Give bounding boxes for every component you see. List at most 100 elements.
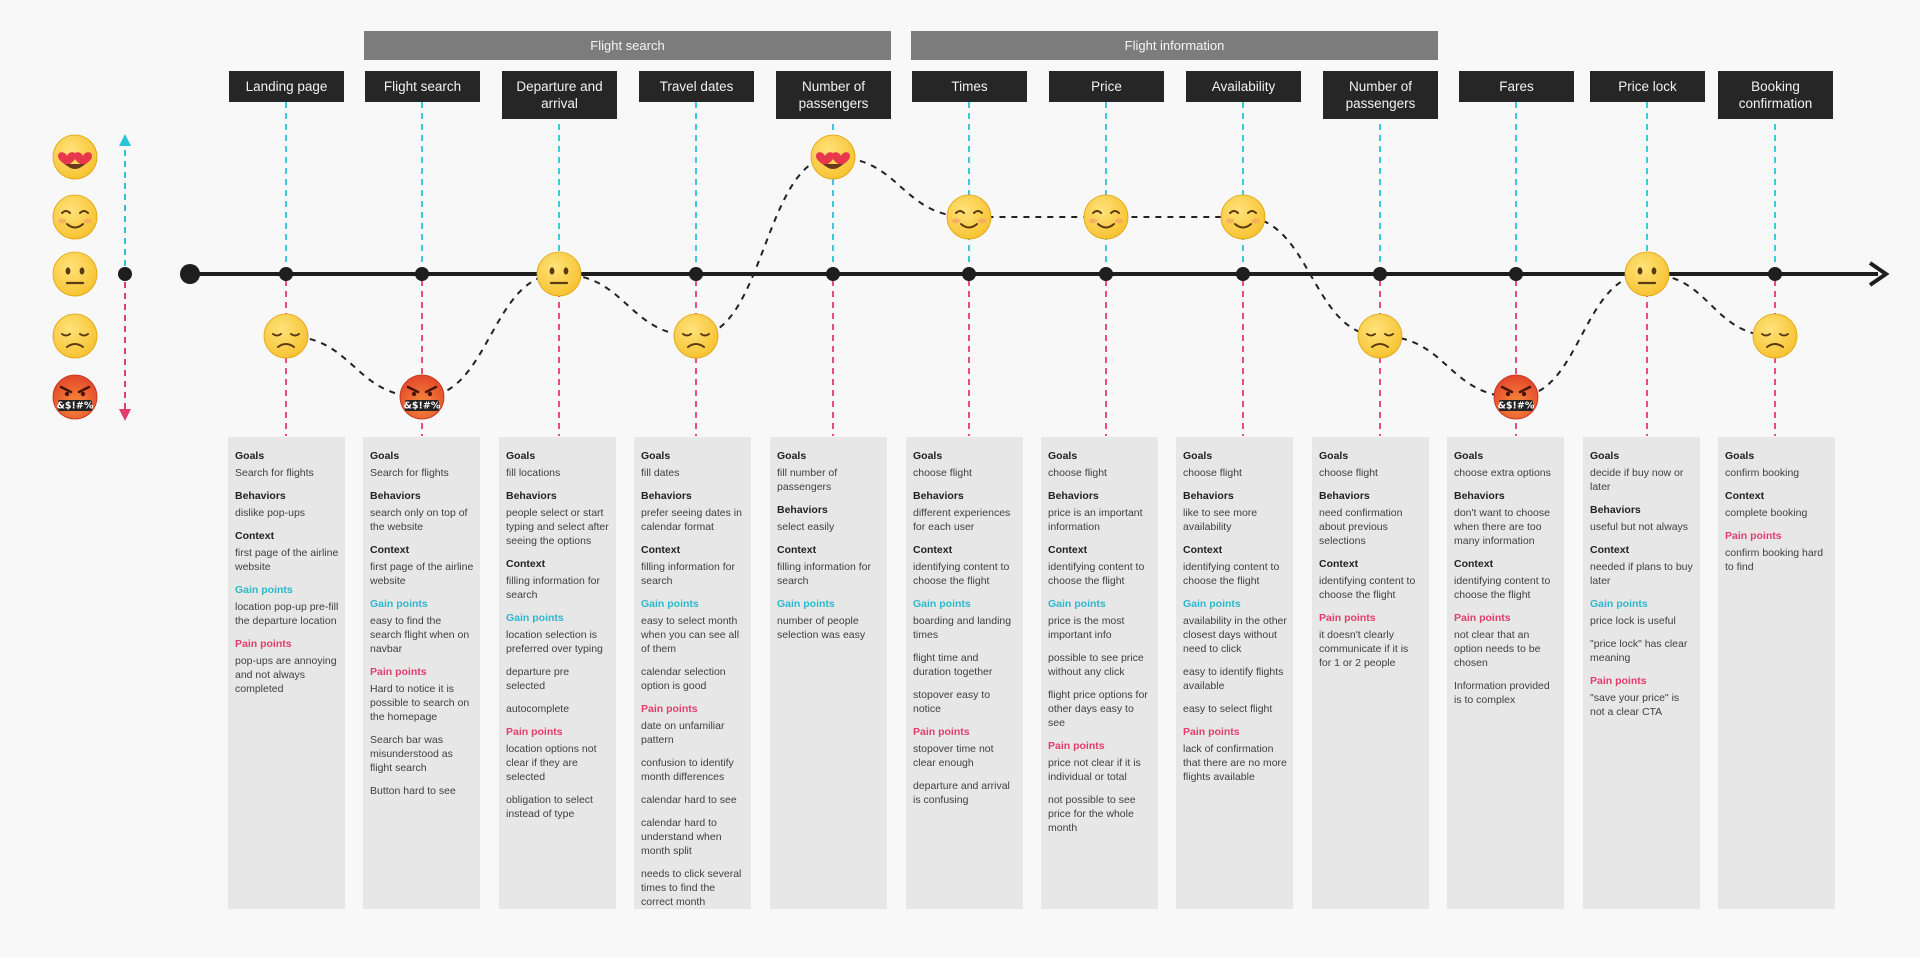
section-item: complete booking (1725, 507, 1808, 519)
timeline-step-dot (962, 267, 976, 281)
section-item: not clear that an option needs to be cho… (1454, 629, 1541, 669)
timeline-step-dot (1768, 267, 1782, 281)
context-section: Context complete booking (1725, 489, 1829, 520)
pain-points-section: Pain points not clear that an option need… (1454, 611, 1558, 707)
section-title: Behaviors (1183, 490, 1234, 502)
section-item: useful but not always (1590, 521, 1689, 533)
gain-points-section: Gain points boarding and landing times fli… (913, 597, 1017, 716)
section-item: Hard to notice it is possible to search … (370, 683, 470, 723)
legend-love-emoji (52, 134, 98, 180)
section-title: Gain points (370, 598, 428, 610)
section-title: Goals (1454, 450, 1484, 462)
section-item: needs to click several times to find the… (641, 868, 742, 908)
scale-origin-dot (118, 267, 132, 281)
section-item: Search bar was misunderstood as flight s… (370, 734, 453, 774)
section-item: "price lock" has clear meaning (1590, 638, 1688, 664)
gain-points-section: Gain points location pop-up pre-fill the … (235, 583, 339, 628)
gain-points-section: Gain points location selection is preferr… (506, 611, 610, 716)
step-title: Price lock (1590, 71, 1705, 102)
step-sad-emoji (1357, 313, 1403, 359)
section-title: Pain points (1183, 726, 1240, 738)
section-item: number of people selection was easy (777, 615, 866, 641)
context-section: Context needed if plans to buy later (1590, 543, 1694, 588)
section-item: confirm booking (1725, 467, 1800, 479)
timeline-step-dot (689, 267, 703, 281)
context-section: Context filling information for search (777, 543, 881, 588)
section-title: Gain points (235, 584, 293, 596)
step-title: Travel dates (639, 71, 754, 102)
pain-points-section: Pain points Hard to notice it is possible… (370, 665, 474, 798)
section-item: calendar hard to see (641, 794, 737, 806)
behaviors-section: Behaviors select easily (777, 503, 881, 534)
timeline-start-dot (180, 264, 200, 284)
section-title: Behaviors (370, 490, 421, 502)
section-item: price is the most important info (1048, 615, 1125, 641)
section-item: choose flight (1183, 467, 1242, 479)
step-happy-emoji (1220, 194, 1266, 240)
section-title: Pain points (1454, 612, 1511, 624)
context-section: Context identifying content to choose the… (913, 543, 1017, 588)
section-title: Goals (1590, 450, 1620, 462)
section-item: identifying content to choose the flight (1183, 561, 1280, 587)
step-detail-card: Goals confirm booking Context complete book… (1718, 437, 1835, 909)
section-title: Pain points (641, 703, 698, 715)
section-item: needed if plans to buy later (1590, 561, 1693, 587)
section-item: filling information for search (777, 561, 871, 587)
pain-points-section: Pain points lack of confirmation that the… (1183, 725, 1287, 784)
step-love-emoji (810, 134, 856, 180)
section-item: prefer seeing dates in calendar format (641, 507, 742, 533)
section-title: Context (506, 558, 546, 570)
phase-header-flight-information: Flight information (911, 31, 1438, 60)
section-title: Behaviors (506, 490, 557, 502)
section-item: people select or start typing and select… (506, 507, 609, 547)
section-title: Goals (506, 450, 536, 462)
section-item: choose extra options (1454, 467, 1551, 479)
goals-section: Goals fill dates (641, 449, 745, 480)
section-item: don't want to choose when there are too … (1454, 507, 1550, 547)
pain-points-section: Pain points price not clear if it is indi… (1048, 739, 1152, 835)
section-item: price not clear if it is individual or t… (1048, 757, 1141, 783)
goals-section: Goals decide if buy now or later (1590, 449, 1694, 494)
behaviors-section: Behaviors prefer seeing dates in calendar… (641, 489, 745, 534)
timeline-step-dot (1373, 267, 1387, 281)
gain-points-section: Gain points availability in the other clo… (1183, 597, 1287, 716)
section-item: stopover easy to notice (913, 689, 991, 715)
step-title: Price (1049, 71, 1164, 102)
section-title: Behaviors (1048, 490, 1099, 502)
section-item: decide if buy now or later (1590, 467, 1684, 493)
section-title: Gain points (1183, 598, 1241, 610)
section-item: choose flight (1048, 467, 1107, 479)
context-section: Context filling information for search (641, 543, 745, 588)
section-title: Context (1183, 544, 1223, 556)
section-title: Behaviors (1454, 490, 1505, 502)
section-title: Behaviors (1590, 504, 1641, 516)
section-item: need confirmation about previous selecti… (1319, 507, 1403, 547)
section-item: Search for flights (370, 467, 449, 479)
behaviors-section: Behaviors people select or start typing a… (506, 489, 610, 548)
section-item: calendar selection option is good (641, 666, 726, 692)
step-sad-emoji (673, 313, 719, 359)
section-title: Behaviors (777, 504, 828, 516)
section-item: choose flight (1319, 467, 1378, 479)
section-item: easy to find the search flight when on n… (370, 615, 470, 655)
section-item: dislike pop-ups (235, 507, 306, 519)
step-angry-emoji: &$!#% (1493, 374, 1539, 420)
section-item: Information provided is to complex (1454, 680, 1550, 706)
section-item: identifying content to choose the flight (1454, 575, 1551, 601)
step-happy-emoji (1083, 194, 1129, 240)
step-detail-card: Goals fill number of passengers Behaviors s… (770, 437, 887, 909)
behaviors-section: Behaviors dislike pop-ups (235, 489, 339, 520)
goals-section: Goals choose flight (1183, 449, 1287, 480)
pain-points-section: Pain points it doesn't clearly communicat… (1319, 611, 1423, 670)
behaviors-section: Behaviors useful but not always (1590, 503, 1694, 534)
context-section: Context identifying content to choose the… (1048, 543, 1152, 588)
section-title: Pain points (1590, 675, 1647, 687)
section-title: Behaviors (641, 490, 692, 502)
goals-section: Goals confirm booking (1725, 449, 1829, 480)
section-item: location selection is preferred over typ… (506, 629, 603, 655)
pain-points-section: Pain points date on unfamiliar pattern con… (641, 702, 745, 909)
section-title: Pain points (1319, 612, 1376, 624)
section-item: flight time and duration together (913, 652, 993, 678)
goals-section: Goals choose flight (1319, 449, 1423, 480)
section-item: easy to identify flights available (1183, 666, 1284, 692)
